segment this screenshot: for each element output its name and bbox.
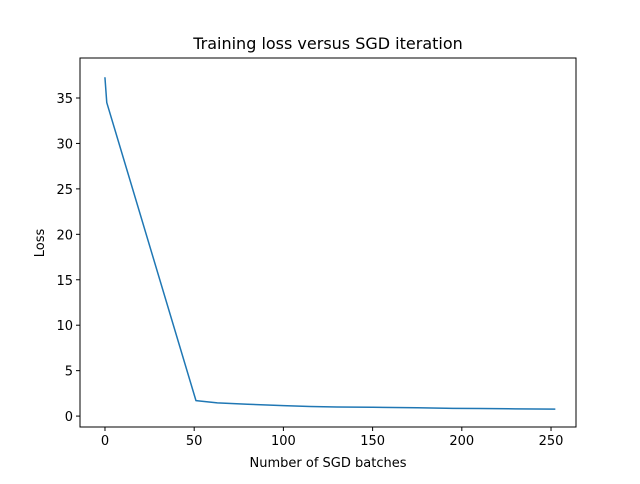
- y-axis-ticks: 0 5 10 15 20 25 30 35: [56, 92, 80, 425]
- x-axis-label: Number of SGD batches: [250, 456, 407, 471]
- x-axis-ticks: 0 50 100 150 200 250: [101, 427, 564, 449]
- y-tick-label: 10: [56, 319, 73, 334]
- y-axis-label: Loss: [33, 229, 48, 258]
- y-tick-label: 30: [56, 137, 73, 152]
- x-tick-label: 50: [186, 434, 203, 449]
- x-tick-label: 100: [271, 434, 296, 449]
- y-tick-label: 5: [65, 365, 73, 380]
- x-tick-label: 250: [539, 434, 564, 449]
- x-tick-label: 200: [449, 434, 474, 449]
- y-tick-label: 0: [65, 410, 73, 425]
- x-tick-label: 0: [101, 434, 109, 449]
- y-tick-label: 35: [56, 92, 73, 107]
- plot-frame: [79, 57, 577, 428]
- y-tick-label: 20: [56, 228, 73, 243]
- x-tick-label: 150: [360, 434, 385, 449]
- loss-series-line: [104, 77, 556, 410]
- chart-title: Training loss versus SGD iteration: [192, 34, 463, 53]
- plot-marks: [104, 77, 556, 410]
- y-tick-label: 15: [56, 274, 73, 289]
- y-tick-label: 25: [56, 183, 73, 198]
